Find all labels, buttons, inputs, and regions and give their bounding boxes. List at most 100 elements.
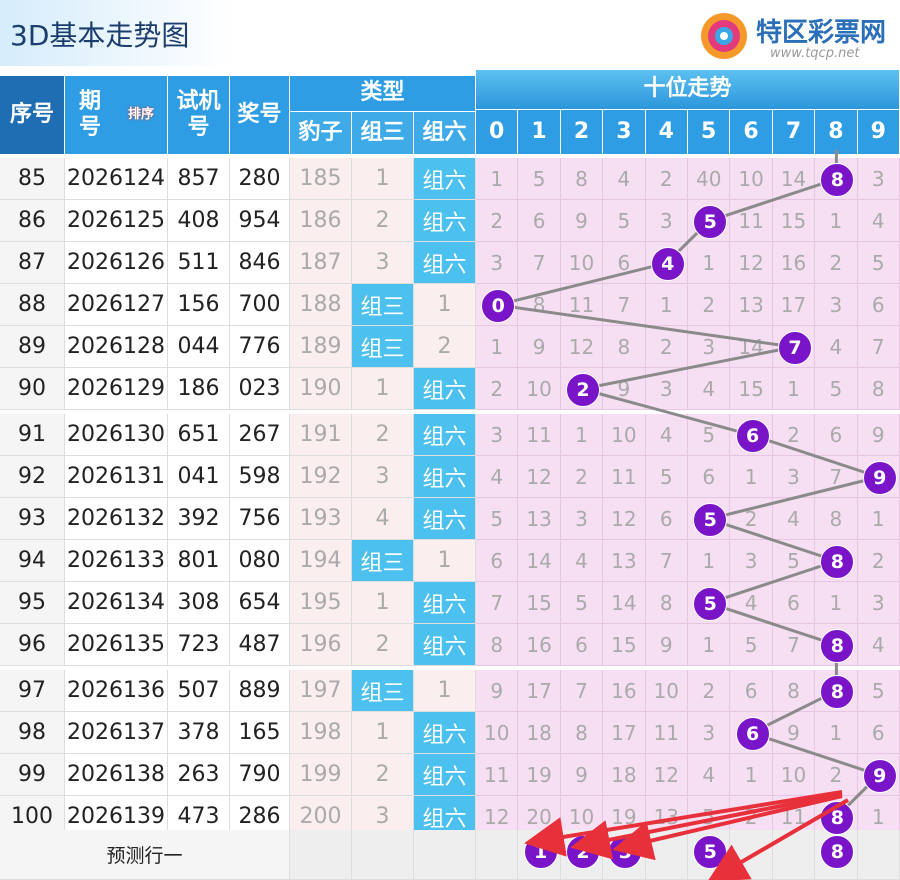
- trend-cell: 8: [560, 712, 604, 754]
- trend-cell: 16: [518, 624, 561, 666]
- trend-cell: 2: [857, 540, 900, 582]
- header-cell: 序号: [0, 76, 65, 155]
- type-cell: 3: [352, 242, 414, 284]
- issue-cell: 2026133: [65, 540, 168, 582]
- sort-button[interactable]: 排序: [128, 107, 155, 123]
- issue-cell: 2026138: [65, 754, 168, 796]
- hit-ball: 0: [481, 289, 516, 323]
- issue-cell: 2026125: [65, 200, 168, 242]
- trend-cell: 40: [688, 158, 731, 200]
- issue-cell: 2026124: [65, 158, 168, 200]
- seq-cell: 88: [0, 284, 65, 326]
- issue-cell: 2026132: [65, 498, 168, 540]
- header-text: 期号: [79, 88, 102, 140]
- trend-cell: 4: [560, 540, 604, 582]
- trend-cell: 11: [645, 712, 688, 754]
- trend-cell: 18: [518, 712, 561, 754]
- trend-cell: 12: [560, 326, 604, 368]
- header-cell: 3: [603, 110, 646, 155]
- test-cell: 308: [168, 582, 230, 624]
- header-cell: 豹子: [290, 112, 352, 155]
- trend-cell: 6: [730, 670, 773, 712]
- trend-cell: 19: [518, 754, 561, 796]
- header-cell: 9: [857, 110, 900, 155]
- trend-cell: 6: [688, 456, 731, 498]
- trend-cell: 1: [645, 284, 688, 326]
- trend-cell: 1: [772, 368, 816, 410]
- header-cell: 类型: [290, 76, 476, 112]
- test-cell: 263: [168, 754, 230, 796]
- trend-cell: 5: [645, 456, 688, 498]
- header-cell: 组六: [414, 112, 476, 155]
- type-cell: 195: [290, 582, 352, 624]
- trend-cell: 7: [645, 540, 688, 582]
- trend-cell: 12: [603, 498, 646, 540]
- prediction-cell: [857, 830, 900, 880]
- trend-cell: 1: [730, 456, 773, 498]
- type-cell: 2: [352, 624, 414, 666]
- trend-cell: 1: [815, 712, 858, 754]
- type-cell: 196: [290, 624, 352, 666]
- prize-cell: 846: [230, 242, 290, 284]
- seq-cell: 85: [0, 158, 65, 200]
- trend-cell: 1: [815, 200, 858, 242]
- prize-cell: 598: [230, 456, 290, 498]
- trend-cell: 14: [518, 540, 561, 582]
- trend-cell: 4: [772, 498, 816, 540]
- trend-cell: 7: [857, 326, 900, 368]
- header-cell: 6: [730, 110, 773, 155]
- type-cell: 组三: [352, 284, 414, 326]
- trend-cell: 6: [518, 200, 561, 242]
- trend-cell: 9: [560, 754, 604, 796]
- title-bar: [0, 0, 235, 66]
- trend-cell: 11: [603, 456, 646, 498]
- prize-cell: 756: [230, 498, 290, 540]
- trend-cell: 2: [730, 498, 773, 540]
- seq-cell: 98: [0, 712, 65, 754]
- type-cell: 186: [290, 200, 352, 242]
- trend-cell: 2: [476, 200, 519, 242]
- trend-cell: 3: [688, 326, 731, 368]
- trend-cell: 1: [476, 326, 519, 368]
- trend-cell: 7: [603, 284, 646, 326]
- type-cell: 199: [290, 754, 352, 796]
- trend-cell: 12: [518, 456, 561, 498]
- trend-cell: 10: [730, 158, 773, 200]
- prize-cell: 487: [230, 624, 290, 666]
- type-cell: 1: [352, 712, 414, 754]
- type-cell: 194: [290, 540, 352, 582]
- prediction-cell: [290, 830, 352, 880]
- prediction-cell: [730, 830, 773, 880]
- prediction-ball: 2: [566, 835, 600, 869]
- trend-cell: 3: [772, 456, 816, 498]
- header-cell: 0: [476, 110, 519, 155]
- trend-cell: 10: [772, 754, 816, 796]
- prize-cell: 776: [230, 326, 290, 368]
- trend-cell: 2: [688, 284, 731, 326]
- header-cell: 组三: [352, 112, 414, 155]
- trend-cell: 8: [645, 582, 688, 624]
- trend-cell: 6: [603, 242, 646, 284]
- trend-cell: 1: [560, 414, 604, 456]
- trend-cell: 2: [772, 414, 816, 456]
- trend-cell: 4: [815, 326, 858, 368]
- trend-cell: 6: [857, 712, 900, 754]
- header-cell: 1: [518, 110, 561, 155]
- trend-cell: 3: [645, 368, 688, 410]
- trend-cell: 1: [857, 498, 900, 540]
- prize-cell: 954: [230, 200, 290, 242]
- trend-cell: 8: [815, 498, 858, 540]
- seq-cell: 99: [0, 754, 65, 796]
- issue-cell: 2026126: [65, 242, 168, 284]
- issue-cell: 2026129: [65, 368, 168, 410]
- trend-cell: 1: [688, 624, 731, 666]
- trend-cell: 6: [645, 498, 688, 540]
- trend-cell: 3: [560, 498, 604, 540]
- trend-cell: 9: [645, 624, 688, 666]
- type-cell: 1: [414, 670, 476, 712]
- trend-cell: 9: [603, 368, 646, 410]
- prediction-ball: 5: [693, 835, 728, 869]
- prize-cell: 654: [230, 582, 290, 624]
- trend-cell: 6: [476, 540, 519, 582]
- trend-cell: 5: [688, 414, 731, 456]
